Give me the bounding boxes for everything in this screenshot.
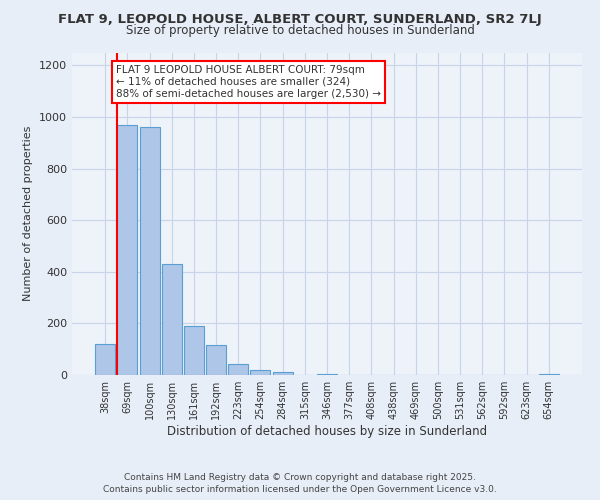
Bar xyxy=(162,264,182,375)
Text: Contains HM Land Registry data © Crown copyright and database right 2025.: Contains HM Land Registry data © Crown c… xyxy=(124,473,476,482)
Bar xyxy=(539,374,559,375)
Y-axis label: Number of detached properties: Number of detached properties xyxy=(23,126,34,302)
Text: FLAT 9 LEOPOLD HOUSE ALBERT COURT: 79sqm
← 11% of detached houses are smaller (3: FLAT 9 LEOPOLD HOUSE ALBERT COURT: 79sqm… xyxy=(116,66,381,98)
Bar xyxy=(250,370,271,375)
Bar xyxy=(95,344,115,375)
Text: FLAT 9, LEOPOLD HOUSE, ALBERT COURT, SUNDERLAND, SR2 7LJ: FLAT 9, LEOPOLD HOUSE, ALBERT COURT, SUN… xyxy=(58,12,542,26)
Bar xyxy=(206,346,226,375)
Bar xyxy=(184,326,204,375)
Bar xyxy=(272,372,293,375)
Bar xyxy=(228,364,248,375)
Bar xyxy=(118,124,137,375)
Text: Contains public sector information licensed under the Open Government Licence v3: Contains public sector information licen… xyxy=(103,484,497,494)
Bar xyxy=(140,128,160,375)
Bar xyxy=(317,374,337,375)
Text: Size of property relative to detached houses in Sunderland: Size of property relative to detached ho… xyxy=(125,24,475,37)
X-axis label: Distribution of detached houses by size in Sunderland: Distribution of detached houses by size … xyxy=(167,425,487,438)
